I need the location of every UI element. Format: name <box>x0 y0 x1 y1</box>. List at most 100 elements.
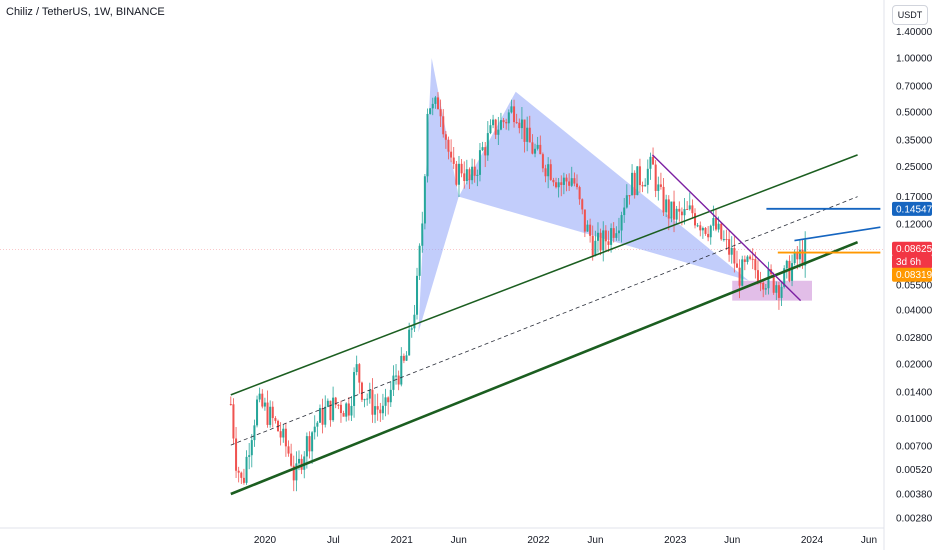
y-tick-label: 0.05500 <box>896 280 932 291</box>
candle-body <box>476 174 479 176</box>
candle-body <box>557 182 560 188</box>
candle-body <box>680 211 683 216</box>
price-tag-bg <box>892 267 932 282</box>
candle-body <box>777 285 780 298</box>
x-tick-label: 2020 <box>254 535 277 546</box>
candle-body <box>397 375 400 385</box>
candle-body <box>505 122 508 124</box>
candle-body <box>384 397 387 406</box>
candle-body <box>232 404 235 439</box>
price-tag-bg <box>892 241 932 256</box>
candle-body <box>389 389 392 403</box>
candle-body <box>694 213 697 226</box>
y-tick-label: 0.04000 <box>896 305 932 316</box>
candle-body <box>762 282 765 290</box>
candle-body <box>282 428 285 438</box>
candle-body <box>534 148 537 154</box>
symbol-title: Chiliz / TetherUS, 1W, BINANCE <box>6 6 165 18</box>
lower-channel-line <box>230 240 859 496</box>
candle-body <box>696 225 699 227</box>
candle-body <box>376 406 379 410</box>
candle-body <box>271 406 274 419</box>
candle-body <box>339 404 342 414</box>
candle-body <box>607 241 610 245</box>
candle-body <box>620 215 623 231</box>
candle-body <box>292 465 295 481</box>
candle-body <box>644 184 647 187</box>
candle-body <box>366 398 369 400</box>
candle-body <box>612 228 615 238</box>
candle-body <box>707 233 710 238</box>
candle-body <box>717 223 720 230</box>
candle-body <box>248 455 251 457</box>
candle-body <box>410 328 413 330</box>
candle-body <box>334 397 337 405</box>
candle-body <box>358 364 361 383</box>
candle-body <box>578 187 581 200</box>
candle-body <box>657 184 660 191</box>
candle-body <box>295 463 298 481</box>
candle-body <box>418 245 421 276</box>
candle-body <box>623 207 626 216</box>
candle-body <box>497 129 500 135</box>
y-tick-label: 0.00700 <box>896 442 932 453</box>
candle-body <box>712 218 715 226</box>
candle-body <box>507 112 510 124</box>
y-tick-label: 0.12000 <box>896 219 932 230</box>
x-tick-label: Jun <box>724 535 740 546</box>
candle-body <box>387 397 390 403</box>
candle-body <box>659 184 662 187</box>
price-tag-text: 0.14547 <box>896 204 932 215</box>
currency-button[interactable]: USDT <box>892 5 928 25</box>
candle-body <box>363 399 366 401</box>
candle-body <box>494 119 497 135</box>
candle-body <box>284 428 287 447</box>
candle-body <box>670 201 673 219</box>
candle-body <box>326 400 329 407</box>
candle-body <box>575 183 579 188</box>
candle-body <box>402 355 405 361</box>
candle-body <box>431 103 434 109</box>
candle-body <box>502 120 505 123</box>
x-tick-label: Jun <box>587 535 603 546</box>
blue-trend-line <box>794 226 881 242</box>
candle-body <box>638 166 641 186</box>
candle-body <box>764 288 767 290</box>
candle-body <box>429 108 432 114</box>
candle-body <box>725 239 728 241</box>
candle-body <box>709 225 712 238</box>
candle-body <box>368 389 371 399</box>
candle-body <box>395 375 398 377</box>
candle-body <box>515 122 518 124</box>
candle-body <box>439 109 442 117</box>
price-tag-text: 3d 6h <box>896 257 921 268</box>
y-tick-label: 0.50000 <box>896 108 932 119</box>
purple-downtrend-line <box>651 154 802 302</box>
candle-body <box>785 260 788 269</box>
candle-body <box>499 120 502 130</box>
candle-body <box>229 404 232 406</box>
candle-body <box>253 425 256 441</box>
candle-body <box>447 139 450 152</box>
candle-body <box>594 240 597 256</box>
price-tag-bg <box>892 254 932 269</box>
candle-body <box>381 405 384 414</box>
candle-body <box>628 195 631 197</box>
x-tick-label: 2021 <box>391 535 414 546</box>
price-tag-bg <box>892 201 932 216</box>
candle-body <box>654 164 657 191</box>
candle-body <box>242 477 245 483</box>
candle-body <box>274 418 277 421</box>
candle-body <box>667 199 670 219</box>
candle-body <box>486 133 489 156</box>
x-tick-label: 2023 <box>664 535 687 546</box>
candle-body <box>379 409 382 414</box>
candle-body <box>237 470 240 473</box>
candle-body <box>513 106 516 123</box>
candle-body <box>615 233 618 238</box>
price-tag-text: 0.08319 <box>896 270 932 281</box>
candle-body <box>463 173 466 182</box>
candle-body <box>347 403 350 416</box>
candle-body <box>266 402 269 425</box>
